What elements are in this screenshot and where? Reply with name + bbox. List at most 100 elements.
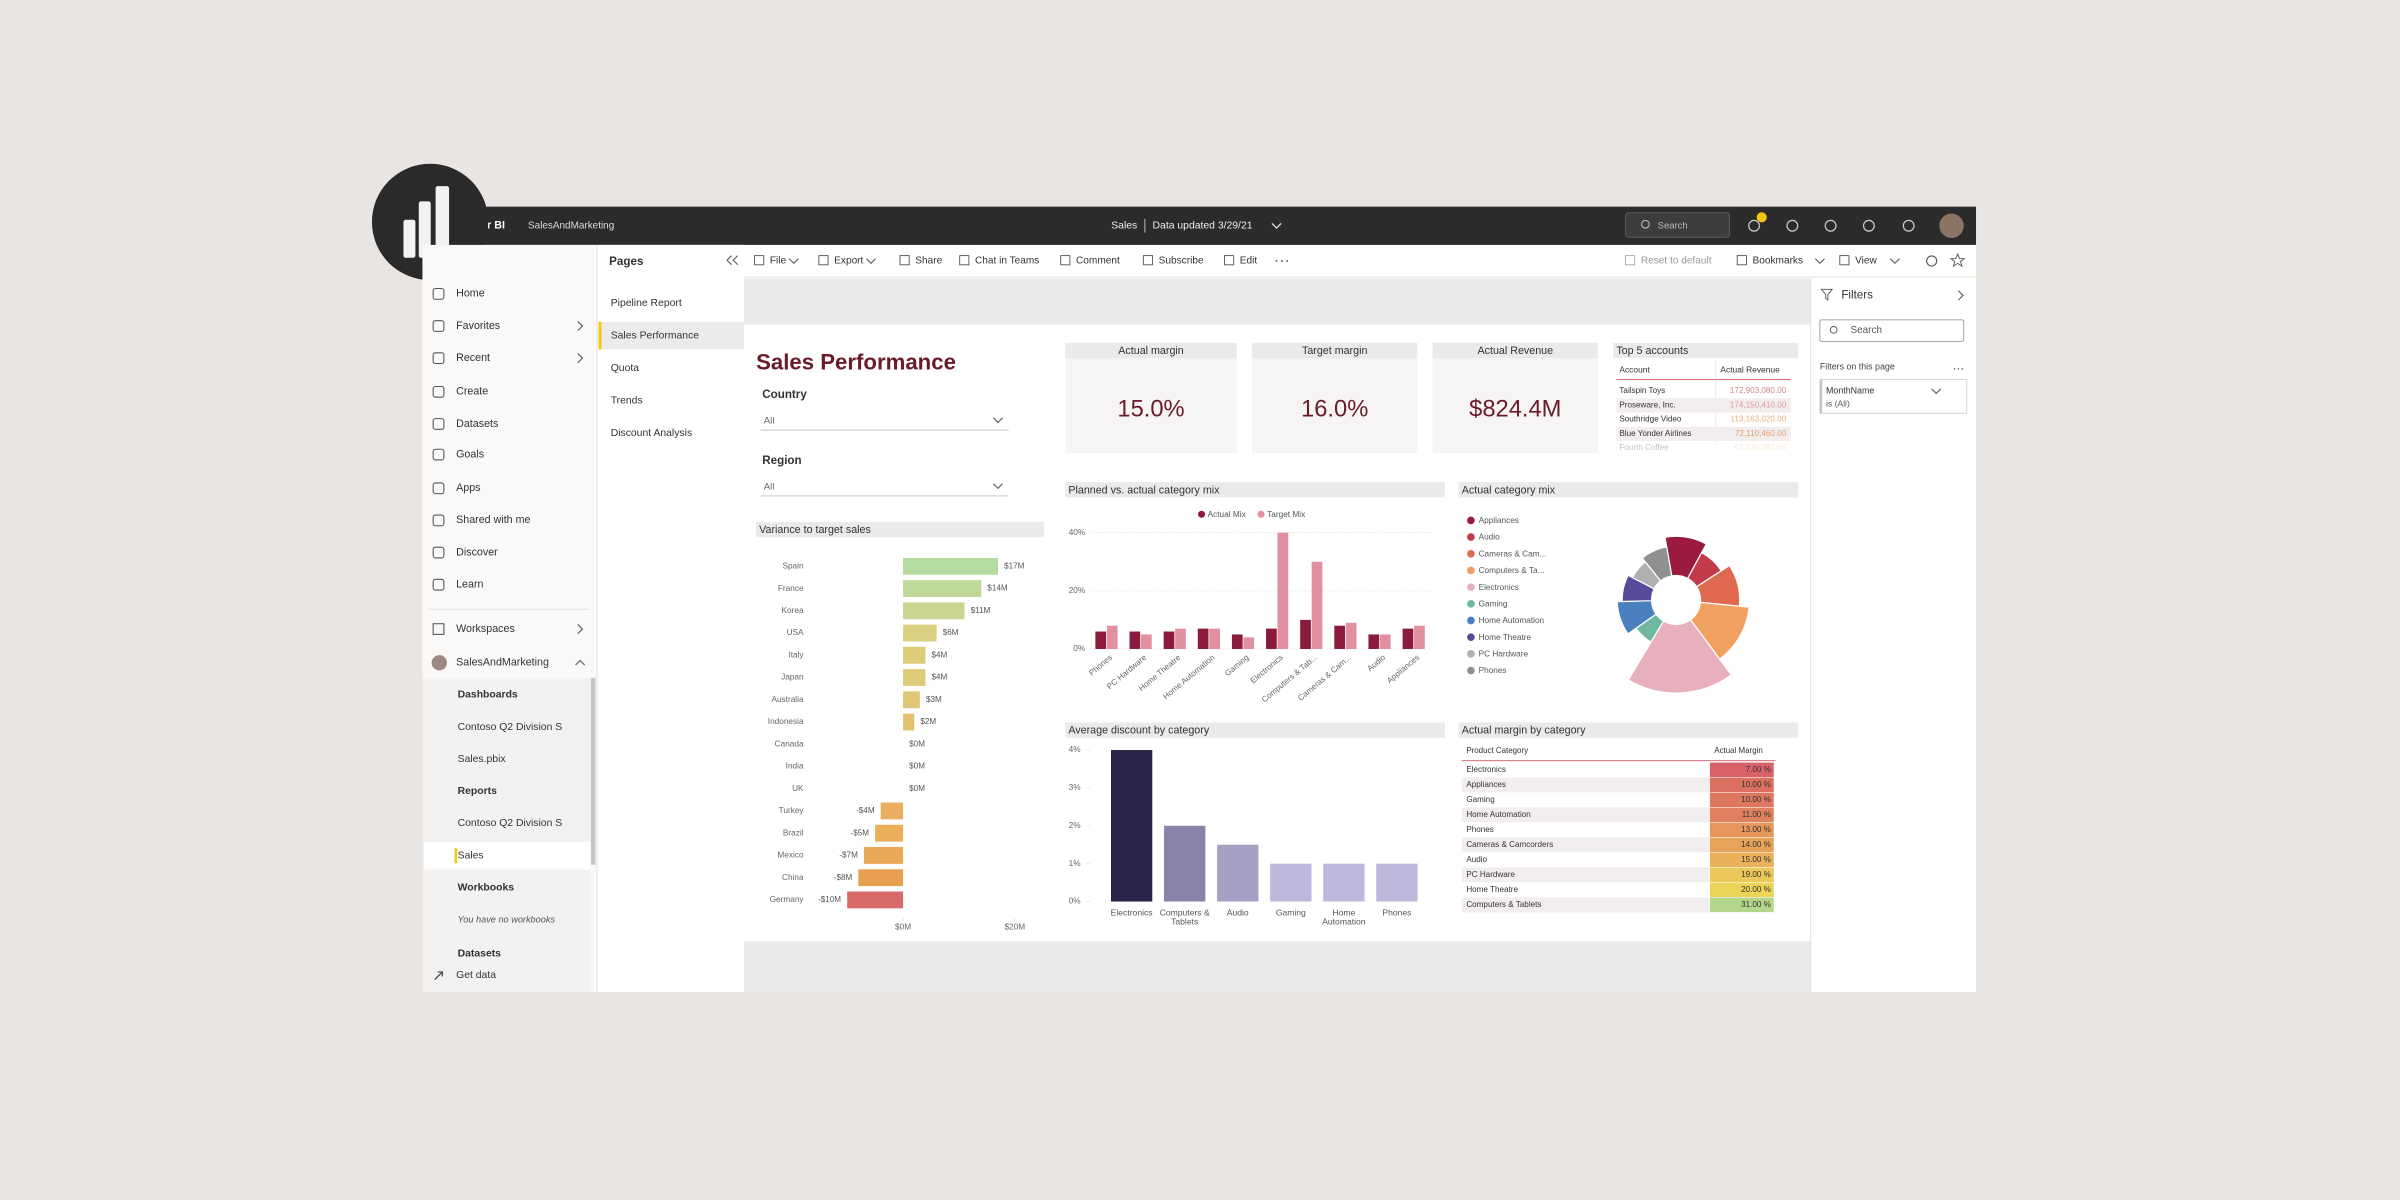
panel-title: Average discount by category bbox=[1068, 725, 1209, 737]
legend-label: Audio bbox=[1479, 533, 1501, 542]
page-tab[interactable]: Sales Performance bbox=[611, 330, 700, 341]
star-icon bbox=[1949, 252, 1966, 268]
legend-swatch bbox=[1467, 566, 1475, 575]
y-tick-label: UK bbox=[792, 784, 804, 793]
nav-item[interactable]: Datasets bbox=[456, 418, 498, 430]
filter-card-accent bbox=[1819, 379, 1823, 414]
nav-item[interactable]: Recent bbox=[456, 352, 490, 364]
bar bbox=[1140, 634, 1152, 649]
nav-item[interactable]: Create bbox=[456, 386, 488, 398]
filter-search bbox=[1819, 319, 1965, 342]
nav-item[interactable]: Discover bbox=[456, 546, 498, 558]
x-tick-label: Electronics bbox=[1110, 909, 1153, 919]
chevron bbox=[577, 320, 584, 332]
bar bbox=[1106, 625, 1118, 649]
toolbar-item[interactable]: Bookmarks bbox=[1753, 256, 1803, 267]
panel-title: Actual margin by category bbox=[1462, 725, 1586, 737]
toolbar-item[interactable]: Share bbox=[915, 256, 942, 267]
nav-workspaces[interactable]: Workspaces bbox=[456, 623, 515, 635]
rose-segment bbox=[1621, 574, 1656, 603]
legend-label: Home Automation bbox=[1479, 616, 1545, 625]
table-cell: 172,903,080.00 bbox=[1730, 386, 1787, 395]
search-placeholder: Search bbox=[1658, 220, 1688, 231]
nav-item[interactable]: Apps bbox=[456, 482, 480, 494]
nav-item[interactable]: Learn bbox=[456, 579, 483, 591]
top-icon[interactable] bbox=[1824, 219, 1837, 232]
rose-segment bbox=[1664, 535, 1708, 580]
toolbar-item[interactable]: File bbox=[770, 256, 787, 267]
bar bbox=[1402, 628, 1414, 649]
nav-icon bbox=[432, 482, 445, 495]
card-value: 16.0% bbox=[1301, 396, 1368, 422]
slicer-value[interactable]: All bbox=[764, 415, 775, 426]
top-icon[interactable] bbox=[1902, 219, 1915, 232]
get-data-icon bbox=[434, 971, 443, 981]
toolbar-item[interactable]: View bbox=[1855, 256, 1877, 267]
page-tab[interactable]: Quota bbox=[611, 363, 640, 374]
table-cell: Cameras & Camcorders bbox=[1466, 840, 1553, 849]
panel-header bbox=[1065, 482, 1445, 498]
pages-title: Pages bbox=[609, 255, 643, 268]
toolbar-item[interactable]: Export bbox=[834, 256, 863, 267]
page-tab[interactable]: Pipeline Report bbox=[611, 298, 682, 309]
card-header bbox=[1432, 342, 1598, 359]
data-label: $0M bbox=[909, 762, 925, 771]
table-row-bg bbox=[1461, 777, 1710, 793]
table-row-bg bbox=[1461, 792, 1710, 808]
top-icon[interactable] bbox=[1786, 219, 1799, 232]
top-icon[interactable] bbox=[1748, 219, 1761, 232]
toolbar-item[interactable]: Subscribe bbox=[1159, 256, 1204, 267]
card bbox=[1065, 342, 1237, 454]
nav-get-data[interactable]: Get data bbox=[456, 970, 496, 981]
x-tick-label: Audio bbox=[1226, 909, 1249, 919]
bar bbox=[1243, 637, 1255, 649]
bar bbox=[1110, 750, 1153, 902]
rose-segment bbox=[1641, 546, 1673, 582]
data-label: $6M bbox=[943, 628, 959, 637]
toolbar-item[interactable]: Reset to default bbox=[1641, 256, 1712, 267]
table-cell: 72,110,460.00 bbox=[1735, 429, 1787, 438]
card-value: 15.0% bbox=[1117, 396, 1184, 422]
legend-swatch bbox=[1467, 516, 1475, 525]
data-label: -$5M bbox=[851, 828, 870, 837]
filter-field[interactable]: MonthName bbox=[1826, 385, 1874, 395]
filter-card bbox=[1819, 379, 1968, 414]
table-cell: 31.00 % bbox=[1741, 900, 1771, 909]
y-tick-label: Japan bbox=[781, 673, 804, 682]
y-tick-label: France bbox=[778, 584, 804, 593]
nav-workspace[interactable]: SalesAndMarketing bbox=[456, 657, 549, 669]
toolbar-item[interactable]: Chat in Teams bbox=[975, 256, 1039, 267]
top-icon[interactable] bbox=[1862, 219, 1875, 232]
page-tab[interactable]: Trends bbox=[611, 396, 643, 407]
bar bbox=[863, 847, 904, 864]
nav-item[interactable]: Goals bbox=[456, 448, 484, 460]
toolbar-item[interactable]: Comment bbox=[1076, 256, 1120, 267]
nav-subitem[interactable]: Sales.pbix bbox=[458, 754, 507, 765]
nav-item[interactable]: Home bbox=[456, 288, 485, 300]
nav-item[interactable]: Shared with me bbox=[456, 514, 530, 526]
legend-swatch bbox=[1467, 600, 1475, 608]
y-tick-label: 20% bbox=[1069, 586, 1086, 595]
nav-subitem[interactable]: Contoso Q2 Division S bbox=[458, 722, 563, 733]
chevron bbox=[577, 624, 584, 635]
table-row-bg bbox=[1461, 882, 1710, 898]
nav-item[interactable]: Favorites bbox=[456, 320, 500, 332]
y-tick-label: 2% bbox=[1069, 821, 1082, 830]
filters-section: Filters on this page bbox=[1820, 362, 1895, 372]
y-tick-label: Italy bbox=[788, 650, 804, 659]
page-tab[interactable]: Discount Analysis bbox=[611, 428, 692, 439]
more-dot bbox=[1286, 260, 1289, 262]
card bbox=[1432, 342, 1598, 454]
legend-swatch bbox=[1467, 633, 1475, 642]
nav-subitem: You have no workbooks bbox=[458, 914, 556, 924]
rose-segment bbox=[1695, 564, 1741, 607]
legend-swatch bbox=[1467, 666, 1475, 675]
table-header: Actual Margin bbox=[1714, 746, 1763, 755]
nav-subitem[interactable]: Contoso Q2 Division S bbox=[458, 818, 563, 829]
data-label: $4M bbox=[932, 673, 948, 682]
scrollbar bbox=[590, 678, 596, 865]
nav-subitem[interactable]: Sales bbox=[458, 850, 484, 861]
slicer-value[interactable]: All bbox=[764, 481, 775, 492]
toolbar-item[interactable]: Edit bbox=[1240, 256, 1258, 267]
filters-title: Filters bbox=[1841, 288, 1873, 301]
